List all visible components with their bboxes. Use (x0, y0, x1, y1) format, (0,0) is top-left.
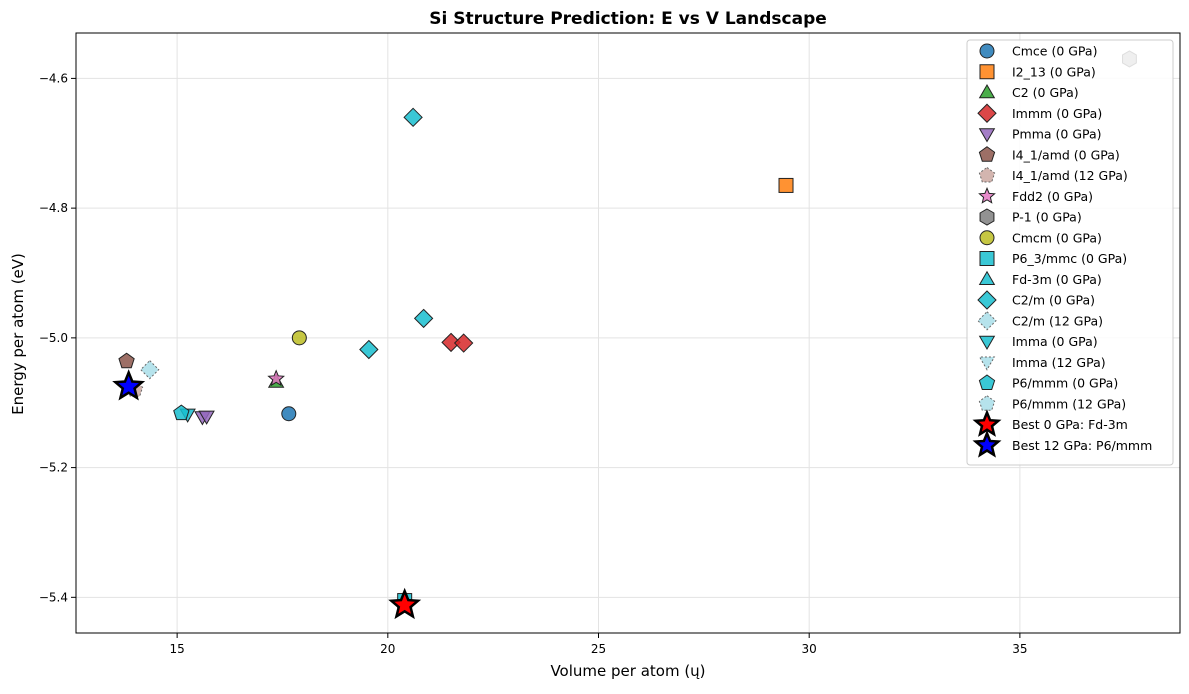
legend-entry: I4_1/amd (12 GPa) (1012, 168, 1128, 183)
legend-marker (978, 83, 996, 99)
data-point (453, 333, 474, 353)
data-point (778, 177, 794, 193)
legend-marker (979, 208, 995, 226)
legend-marker (978, 128, 996, 143)
data-point (291, 330, 307, 346)
chart-title: Si Structure Prediction: E vs V Landscap… (429, 9, 827, 29)
legend-marker (979, 64, 995, 80)
legend-marker (978, 356, 996, 371)
legend-marker (978, 270, 996, 285)
legend-entry: Best 0 GPa: Fd-3m (1012, 417, 1128, 432)
y-tick-label: −4.6 (39, 71, 68, 85)
data-point (359, 339, 379, 360)
legend-marker (972, 409, 1002, 437)
x-axis-label: Volume per atom (ų) (550, 662, 705, 680)
legend-marker (979, 251, 995, 266)
legend-entry: I2_13 (0 GPa) (1012, 64, 1096, 79)
legend-entry: Pmma (0 GPa) (1012, 127, 1102, 142)
legend-entry: Cmcm (0 GPa) (1012, 230, 1102, 245)
data-point (388, 587, 422, 620)
legend-entry: Cmce (0 GPa) (1012, 44, 1097, 59)
x-tick-label: 35 (1012, 642, 1027, 656)
legend-marker (979, 43, 995, 59)
legend-marker (977, 311, 997, 331)
legend: Cmce (0 GPa) I2_13 (0 GPa) C2 (0 GPa) Immm … (966, 39, 1174, 466)
data-points (112, 50, 1137, 620)
data-point (140, 359, 160, 380)
legend-entry: C2 (0 GPa) (1012, 85, 1079, 100)
data-point (281, 406, 297, 422)
data-point (112, 369, 146, 401)
legend-marker (978, 335, 996, 351)
data-point (403, 107, 423, 128)
legend-entry: P6/mmm (0 GPa) (1012, 376, 1118, 391)
y-tick-label: −5.2 (39, 461, 68, 475)
legend-marker (979, 230, 995, 246)
legend-marker (978, 395, 996, 411)
data-point (413, 308, 434, 329)
data-point (118, 352, 135, 369)
axis-ticks: 15 20 25 30 35 −5.4 −5.2 −5.0 −4.8 −4.6 (39, 71, 1028, 656)
legend-entry: Immm (0 GPa) (1012, 106, 1102, 121)
legend-entry: C2/m (0 GPa) (1012, 293, 1095, 308)
x-tick-label: 25 (591, 642, 606, 656)
data-point (267, 369, 285, 387)
legend-entry: Fd-3m (0 GPa) (1012, 272, 1102, 287)
legend-marker (978, 166, 996, 183)
legend-box (966, 39, 1174, 466)
legend-marker (977, 290, 997, 310)
legend-entry: P6_3/mmc (0 GPa) (1012, 251, 1127, 266)
legend-marker (978, 186, 996, 204)
y-tick-label: −5.0 (39, 331, 68, 345)
legend-entry: Imma (0 GPa) (1012, 334, 1098, 349)
legend-marker (972, 430, 1002, 458)
legend-marker (978, 374, 996, 390)
legend-marker (978, 146, 996, 162)
x-tick-label: 15 (169, 642, 184, 656)
legend-entry: Fdd2 (0 GPa) (1012, 189, 1093, 204)
plot-area (75, 32, 1181, 634)
legend-entry: C2/m (12 GPa) (1012, 313, 1103, 328)
x-tick-label: 30 (802, 642, 817, 656)
legend-entry: I4_1/amd (0 GPa) (1012, 147, 1120, 162)
legend-entry: Best 12 GPa: P6/mmm (1012, 438, 1152, 453)
y-tick-label: −5.4 (39, 590, 68, 604)
x-tick-label: 20 (380, 642, 395, 656)
legend-entry: P-1 (0 GPa) (1012, 210, 1082, 225)
data-point (441, 332, 461, 353)
y-axis-label: Energy per atom (eV) (9, 253, 27, 415)
legend-marker (977, 103, 997, 123)
data-point (173, 404, 190, 421)
data-point (198, 410, 215, 425)
legend-entry: Imma (12 GPa) (1012, 355, 1106, 370)
legend-entry: P6/mmm (12 GPa) (1012, 396, 1126, 411)
y-tick-label: −4.8 (39, 201, 68, 215)
